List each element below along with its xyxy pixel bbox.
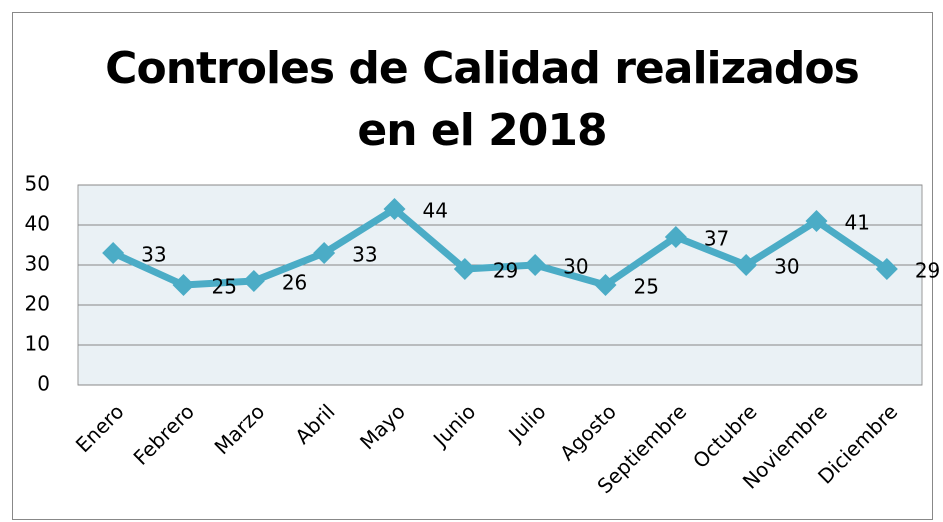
x-tick-label: Febrero bbox=[129, 399, 199, 469]
data-label: 44 bbox=[423, 199, 448, 223]
chart-frame bbox=[12, 12, 933, 520]
data-label: 41 bbox=[845, 211, 870, 235]
marker bbox=[664, 226, 687, 248]
chart-title: Controles de Calidad realizados en el 20… bbox=[105, 43, 860, 156]
marker bbox=[594, 274, 617, 296]
x-tick-label: Junio bbox=[427, 399, 480, 452]
data-label: 29 bbox=[915, 259, 940, 283]
data-label: 33 bbox=[141, 243, 166, 267]
marker bbox=[453, 258, 476, 280]
y-tick-label: 10 bbox=[25, 332, 50, 356]
marker bbox=[524, 254, 547, 276]
x-tick-label: Agosto bbox=[555, 399, 621, 465]
x-tick-label: Julio bbox=[503, 399, 551, 447]
series-line bbox=[111, 205, 889, 289]
x-tick-label: Mayo bbox=[355, 399, 410, 454]
x-tick-label: Octubre bbox=[688, 399, 762, 473]
marker bbox=[735, 254, 758, 276]
data-label: 30 bbox=[774, 255, 799, 279]
x-tick-label: Marzo bbox=[210, 399, 270, 459]
data-label: 26 bbox=[282, 271, 307, 295]
data-label: 25 bbox=[634, 275, 659, 299]
marker bbox=[805, 210, 828, 232]
y-tick-label: 30 bbox=[25, 252, 50, 276]
marker bbox=[875, 258, 898, 280]
y-tick-label: 40 bbox=[25, 212, 50, 236]
marker bbox=[242, 270, 265, 292]
data-label: 25 bbox=[212, 275, 237, 299]
y-tick-label: 0 bbox=[37, 372, 50, 396]
x-tick-label: Enero bbox=[71, 399, 129, 457]
data-label: 33 bbox=[352, 243, 377, 267]
marker bbox=[172, 274, 195, 296]
data-label: 29 bbox=[493, 259, 518, 283]
data-label: 37 bbox=[704, 227, 729, 251]
y-tick-label: 50 bbox=[25, 172, 50, 196]
data-label: 30 bbox=[563, 255, 588, 279]
marker bbox=[102, 242, 125, 264]
x-tick-label: Abril bbox=[290, 399, 339, 448]
y-tick-label: 20 bbox=[25, 292, 50, 316]
marker bbox=[313, 242, 336, 264]
marker bbox=[383, 198, 406, 220]
